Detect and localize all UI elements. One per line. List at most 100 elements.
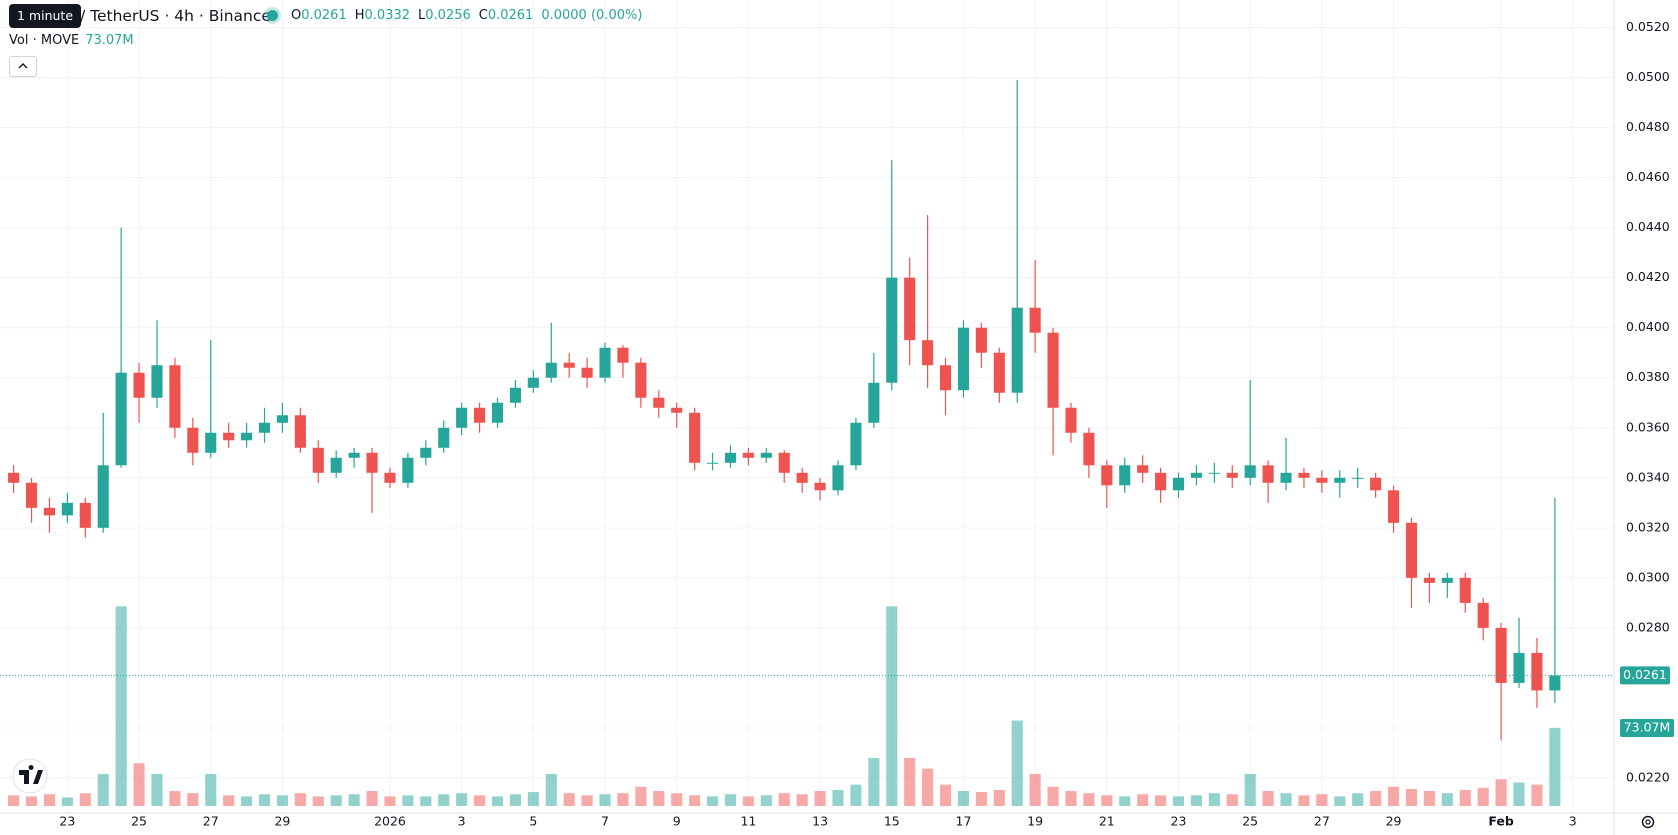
candle-body bbox=[706, 462, 719, 464]
volume-bar bbox=[1298, 795, 1310, 806]
candle-body bbox=[1011, 307, 1023, 393]
y-tick-label: 0.0520 bbox=[1626, 19, 1670, 34]
volume-bar bbox=[1531, 784, 1543, 806]
candle-body bbox=[456, 407, 468, 428]
volume-bar bbox=[43, 794, 56, 806]
volume-bar bbox=[1388, 786, 1400, 806]
x-tick-label: 13 bbox=[812, 814, 828, 829]
volume-bar bbox=[975, 792, 987, 806]
volume-bar bbox=[1441, 793, 1453, 806]
last-volume-box bbox=[1620, 718, 1674, 737]
ohlc-value: 0.0256 bbox=[425, 8, 471, 23]
candle-body bbox=[223, 432, 235, 441]
candle-body bbox=[1477, 602, 1489, 628]
x-tick-label: 15 bbox=[884, 814, 900, 829]
volume-bar bbox=[599, 794, 611, 806]
settings-icon bbox=[1641, 815, 1655, 829]
y-tick-label: 0.0420 bbox=[1626, 269, 1670, 284]
candle-body bbox=[1029, 307, 1041, 333]
volume-bar bbox=[886, 606, 898, 806]
volume-bar bbox=[617, 793, 629, 806]
candle-body bbox=[1459, 577, 1471, 603]
candle-body bbox=[1549, 675, 1561, 691]
x-tick-label: 27 bbox=[203, 814, 219, 829]
volume-bar bbox=[241, 796, 253, 806]
x-tick-label: 25 bbox=[1242, 814, 1258, 829]
symbol-title[interactable]: / TetherUS · 4h · Binance bbox=[80, 7, 271, 25]
candle-body bbox=[599, 347, 611, 378]
y-tick-label: 0.0220 bbox=[1626, 769, 1670, 784]
volume-bar bbox=[420, 796, 432, 806]
candle-body bbox=[1405, 522, 1418, 578]
candle-body bbox=[1352, 477, 1364, 479]
volume-bar bbox=[850, 784, 862, 806]
candle-body bbox=[1423, 577, 1435, 583]
ohlc-label: H bbox=[354, 8, 365, 23]
candle-body bbox=[922, 340, 934, 366]
volume-bar bbox=[814, 791, 826, 806]
y-tick-label: 0.0280 bbox=[1626, 619, 1670, 634]
collapse-button[interactable] bbox=[9, 56, 37, 77]
volume-bar bbox=[1262, 791, 1274, 806]
volume-bar bbox=[115, 606, 127, 806]
candle-body bbox=[1119, 465, 1131, 486]
x-tick-label: 3 bbox=[1569, 814, 1577, 829]
candle-body bbox=[187, 427, 199, 453]
candle-body bbox=[1531, 652, 1543, 691]
ohlc-value: 0.0261 bbox=[487, 8, 534, 23]
volume-bar bbox=[438, 794, 450, 806]
x-tick-label: 19 bbox=[1027, 814, 1043, 829]
volume-bar bbox=[509, 794, 521, 806]
volume-bar bbox=[868, 757, 880, 806]
volume-bar bbox=[1280, 793, 1292, 806]
volume-bar bbox=[689, 795, 701, 806]
x-tick-label: 29 bbox=[274, 814, 290, 829]
candle-body bbox=[79, 502, 91, 528]
candle-body bbox=[1495, 627, 1507, 683]
volume-bar bbox=[993, 789, 1005, 806]
candle-body bbox=[205, 432, 217, 453]
candle-body bbox=[258, 422, 271, 433]
x-tick-label: 23 bbox=[59, 814, 75, 829]
candle-body bbox=[115, 372, 127, 466]
volume-bar bbox=[939, 784, 952, 806]
volume-bar bbox=[1011, 720, 1023, 806]
volume-bar bbox=[97, 773, 109, 806]
volume-bar bbox=[8, 795, 20, 806]
volume-bar bbox=[1477, 787, 1489, 806]
volume-bar bbox=[61, 797, 73, 806]
y-tick-label: 0.0340 bbox=[1626, 469, 1670, 484]
ohlc-value: 0.0332 bbox=[364, 8, 411, 23]
volume-bar bbox=[348, 794, 360, 806]
volume-bar bbox=[957, 791, 970, 806]
candle-body bbox=[796, 472, 808, 483]
volume-value: 73.07M bbox=[85, 33, 134, 48]
candle-body bbox=[993, 352, 1005, 393]
candle-body bbox=[671, 407, 683, 413]
volume-bar bbox=[456, 793, 468, 806]
x-tick-label: 3 bbox=[458, 814, 466, 829]
candle-body bbox=[1208, 472, 1220, 474]
candle-body bbox=[617, 347, 629, 363]
candle-body bbox=[1370, 477, 1382, 491]
candle-body bbox=[1137, 465, 1149, 473]
volume-bar bbox=[832, 789, 844, 806]
y-tick-label: 0.0440 bbox=[1626, 219, 1670, 234]
candle-body bbox=[1065, 407, 1077, 433]
candle-body bbox=[832, 465, 844, 491]
volume-bar bbox=[778, 793, 790, 806]
candle-body bbox=[1298, 472, 1310, 478]
last-price-label: 0.0261 bbox=[1623, 667, 1667, 682]
x-tick-label: 7 bbox=[601, 814, 609, 829]
candle-body bbox=[97, 465, 109, 528]
x-tick-label: 25 bbox=[131, 814, 147, 829]
volume-legend: Vol · MOVE 73.07M bbox=[9, 32, 134, 50]
candle-body bbox=[241, 432, 253, 441]
candle-body bbox=[563, 362, 575, 368]
candle-body bbox=[1316, 477, 1328, 483]
volume-bar bbox=[294, 793, 306, 806]
candle-body bbox=[1280, 472, 1292, 483]
candle-body bbox=[850, 422, 862, 466]
